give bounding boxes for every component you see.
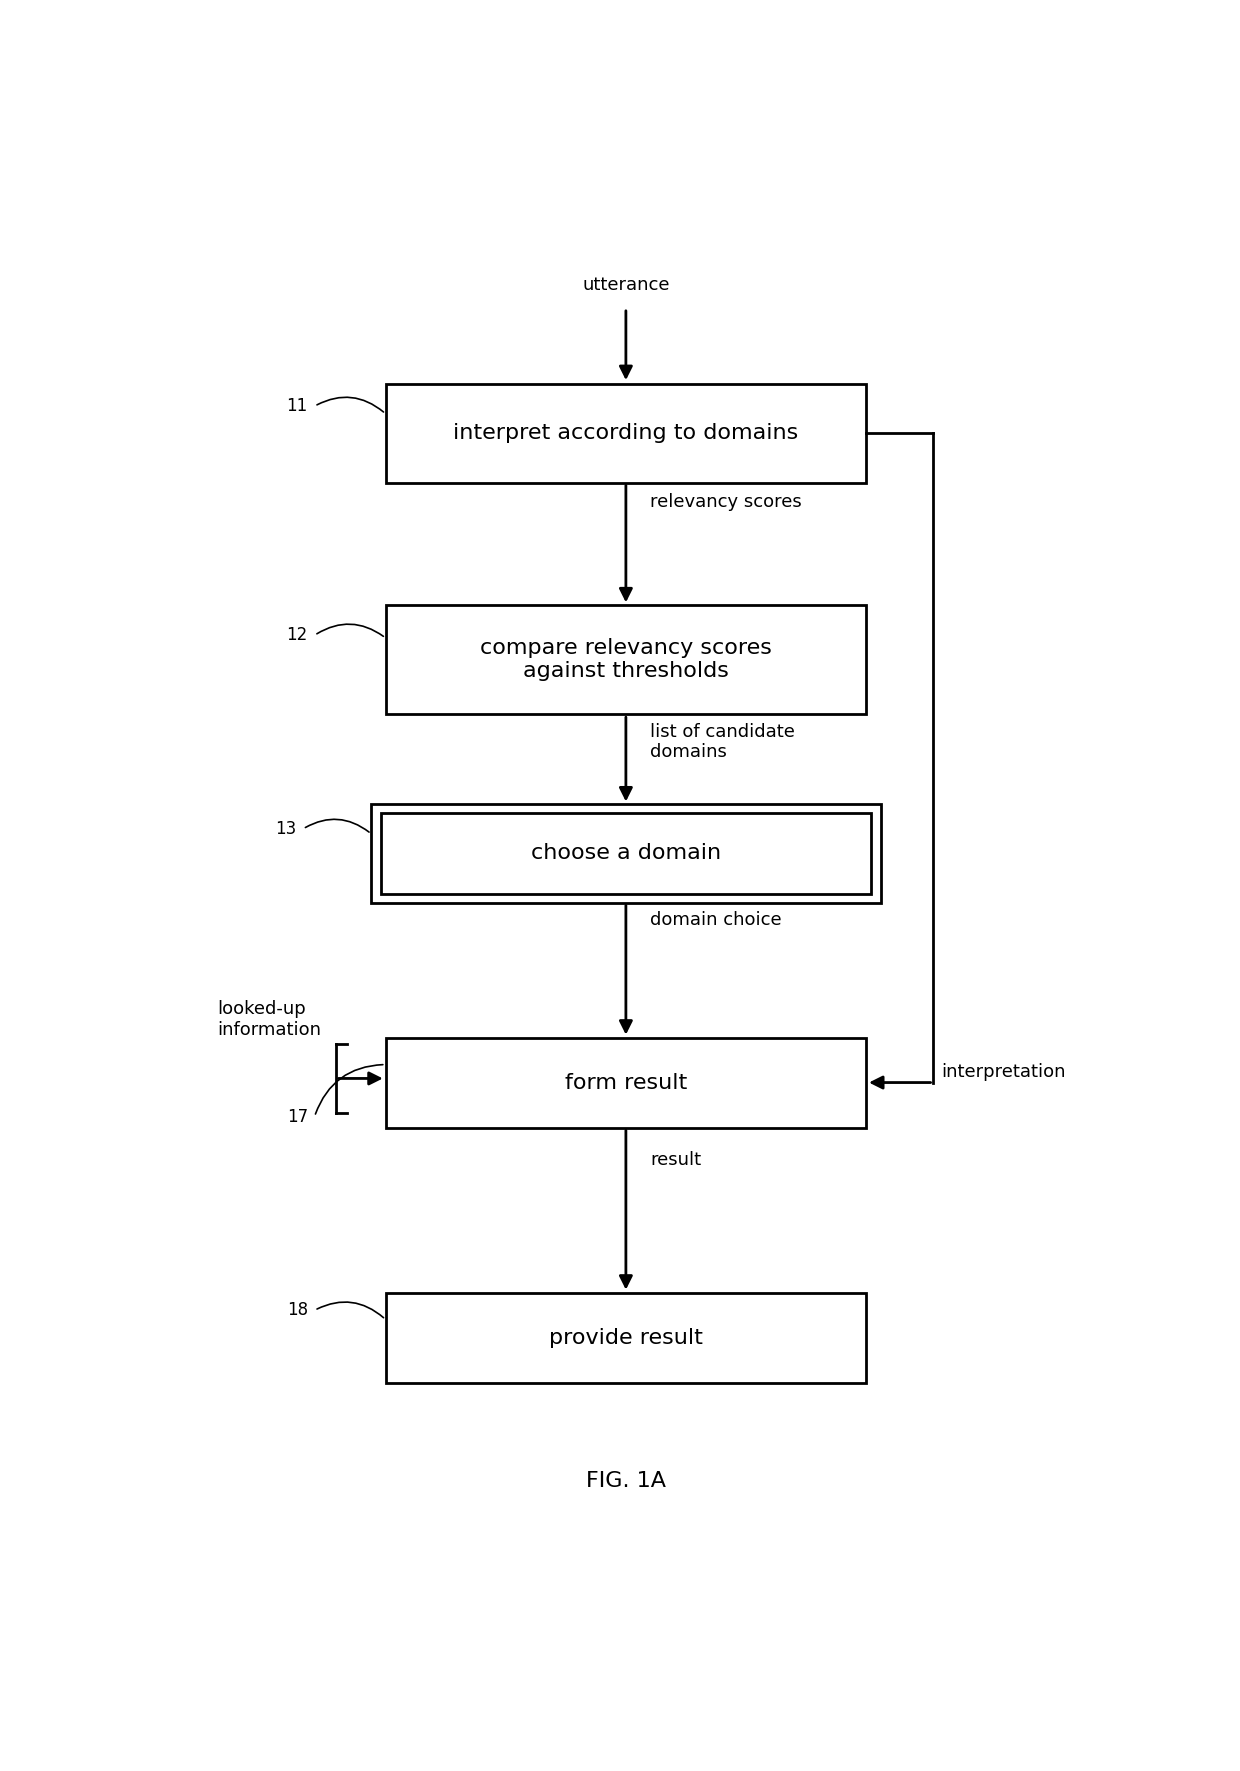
- Text: result: result: [650, 1151, 701, 1169]
- Text: choose a domain: choose a domain: [531, 843, 720, 864]
- Text: provide result: provide result: [549, 1328, 703, 1348]
- Bar: [371, 804, 880, 903]
- Text: list of candidate
domains: list of candidate domains: [650, 723, 795, 762]
- Text: interpret according to domains: interpret according to domains: [454, 423, 799, 443]
- Text: 13: 13: [275, 820, 296, 838]
- Text: 18: 18: [286, 1302, 308, 1319]
- Text: 11: 11: [286, 397, 308, 414]
- Text: form result: form result: [564, 1073, 687, 1093]
- Text: 17: 17: [286, 1107, 308, 1126]
- Text: relevancy scores: relevancy scores: [650, 494, 802, 512]
- Text: 12: 12: [286, 627, 308, 645]
- Text: looked-up
information: looked-up information: [217, 1001, 321, 1040]
- Bar: [386, 1293, 866, 1383]
- Text: utterance: utterance: [582, 276, 670, 294]
- Bar: [386, 384, 866, 482]
- Text: domain choice: domain choice: [650, 910, 781, 928]
- Text: compare relevancy scores
against thresholds: compare relevancy scores against thresho…: [480, 638, 771, 682]
- Bar: [386, 606, 866, 714]
- Bar: [381, 813, 870, 894]
- Bar: [386, 1038, 866, 1128]
- Text: interpretation: interpretation: [941, 1063, 1065, 1080]
- Text: FIG. 1A: FIG. 1A: [585, 1470, 666, 1491]
